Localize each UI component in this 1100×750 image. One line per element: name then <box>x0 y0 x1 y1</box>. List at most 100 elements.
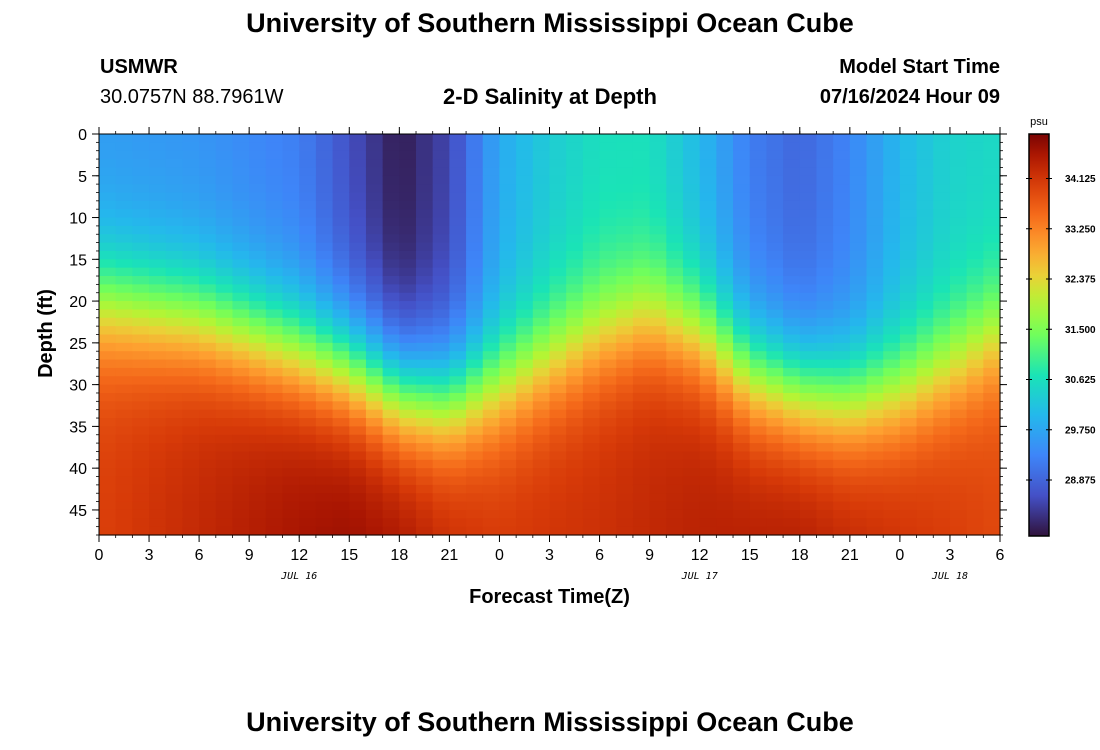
heatmap-cell <box>399 250 417 260</box>
heatmap-cell <box>749 150 768 160</box>
heatmap-cell <box>532 150 551 160</box>
heatmap-cell <box>265 518 284 528</box>
heatmap-cell <box>632 509 651 519</box>
x-tick-label: 3 <box>145 547 154 564</box>
heatmap-cell <box>215 250 234 260</box>
heatmap-cell <box>949 459 968 469</box>
heatmap-cell <box>232 426 250 436</box>
heatmap-cell <box>115 476 133 486</box>
heatmap-cell <box>182 284 200 294</box>
heatmap-cell <box>249 192 267 202</box>
heatmap-cell <box>716 451 734 461</box>
heatmap-cell <box>332 376 350 386</box>
heatmap-cell <box>599 459 617 469</box>
heatmap-cell <box>666 426 684 436</box>
heatmap-cell <box>816 526 834 536</box>
heatmap-cell <box>99 150 117 160</box>
heatmap-cell <box>649 334 667 344</box>
heatmap-cell <box>849 518 868 528</box>
heatmap-cell <box>532 259 551 269</box>
heatmap-cell <box>883 426 901 436</box>
heatmap-cell <box>649 509 667 519</box>
heatmap-cell <box>649 468 667 478</box>
heatmap-cell <box>566 501 584 511</box>
heatmap-cell <box>382 267 400 277</box>
heatmap-cell <box>182 317 200 327</box>
heatmap-cell <box>115 192 133 202</box>
heatmap-cell <box>332 184 350 194</box>
heatmap-cell <box>365 276 384 285</box>
heatmap-cell <box>899 200 918 210</box>
heatmap-cell <box>949 217 968 227</box>
heatmap-cell <box>199 526 217 536</box>
heatmap-cell <box>616 301 634 311</box>
heatmap-cell <box>416 434 434 444</box>
heatmap-cell <box>132 392 150 402</box>
heatmap-cell <box>382 134 400 143</box>
heatmap-cell <box>632 175 651 185</box>
heatmap-cell <box>866 426 884 436</box>
heatmap-cell <box>899 234 918 244</box>
heatmap-cell <box>933 518 951 528</box>
heatmap-cell <box>649 434 667 444</box>
heatmap-cell <box>365 342 384 352</box>
heatmap-cell <box>149 509 167 519</box>
heatmap-cell <box>949 443 968 453</box>
heatmap-cell <box>566 459 584 469</box>
heatmap-cell <box>182 493 200 503</box>
heatmap-cell <box>983 225 1001 235</box>
heatmap-cell <box>365 401 384 411</box>
heatmap-cell <box>582 509 601 519</box>
heatmap-cell <box>315 509 334 519</box>
heatmap-cell <box>249 292 267 302</box>
heatmap-cell <box>733 159 751 169</box>
heatmap-cell <box>566 434 584 444</box>
heatmap-cell <box>632 518 651 528</box>
heatmap-cell <box>232 317 250 327</box>
heatmap-cell <box>332 175 350 185</box>
heatmap-cell <box>249 150 267 160</box>
heatmap-cell <box>582 459 601 469</box>
heatmap-cell <box>516 443 534 453</box>
heatmap-cell <box>516 242 534 252</box>
heatmap-cell <box>933 426 951 436</box>
heatmap-cell <box>749 426 768 436</box>
heatmap-cell <box>132 150 150 160</box>
heatmap-cell <box>282 468 300 478</box>
heatmap-cell <box>666 376 684 386</box>
heatmap-cell <box>432 509 450 519</box>
heatmap-cell <box>766 134 784 143</box>
heatmap-cell <box>966 493 984 503</box>
heatmap-cell <box>549 342 567 352</box>
heatmap-cell <box>599 217 617 227</box>
heatmap-cell <box>699 359 717 369</box>
heatmap-cell <box>165 259 184 269</box>
heatmap-cell <box>883 317 901 327</box>
heatmap-cell <box>349 267 367 277</box>
x-tick-label: 21 <box>841 547 859 564</box>
heatmap-cell <box>499 468 517 478</box>
heatmap-cell <box>566 392 584 402</box>
heatmap-cell <box>866 192 884 202</box>
x-tick-label: 3 <box>945 547 954 564</box>
heatmap-cell <box>766 142 784 152</box>
heatmap-cell <box>466 359 484 369</box>
heatmap-cell <box>115 384 133 394</box>
heatmap-cell <box>983 468 1001 478</box>
heatmap-cell <box>899 292 918 302</box>
heatmap-cell <box>416 200 434 210</box>
heatmap-cell <box>532 284 551 294</box>
heatmap-cell <box>582 493 601 503</box>
heatmap-cell <box>582 484 601 494</box>
heatmap-cell <box>466 167 484 177</box>
heatmap-cell <box>149 342 167 352</box>
heatmap-cell <box>99 518 117 528</box>
heatmap-cell <box>432 484 450 494</box>
heatmap-cell <box>149 250 167 260</box>
x-tick-label: 18 <box>390 547 408 564</box>
heatmap-cell <box>315 200 334 210</box>
heatmap-cell <box>866 184 884 194</box>
heatmap-cell <box>766 434 784 444</box>
heatmap-cell <box>566 250 584 260</box>
heatmap-cell <box>983 409 1001 419</box>
